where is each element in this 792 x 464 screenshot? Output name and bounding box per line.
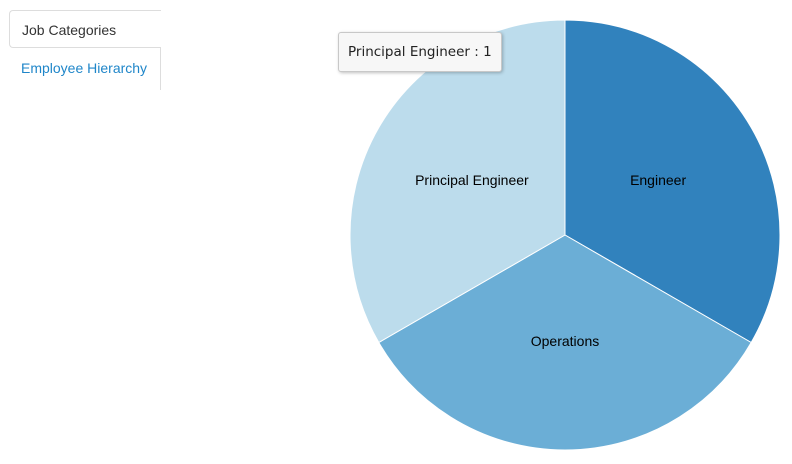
tooltip-value: 1 xyxy=(483,44,492,60)
pie-label-operations: Operations xyxy=(531,333,599,349)
pie-label-engineer: Engineer xyxy=(630,172,686,188)
chart-tooltip: Principal Engineer : 1 xyxy=(338,32,502,72)
tab-divider xyxy=(160,48,161,90)
tab-list: Job Categories Employee Hierarchy xyxy=(9,10,161,88)
tooltip-separator: : xyxy=(469,44,484,60)
tab-job-categories[interactable]: Job Categories xyxy=(9,10,161,48)
pie-slice-engineer[interactable] xyxy=(564,19,781,344)
pie-slice-operations[interactable] xyxy=(378,234,752,451)
tab-employee-hierarchy[interactable]: Employee Hierarchy xyxy=(21,60,148,76)
pie-label-principal-engineer: Principal Engineer xyxy=(415,172,529,188)
tooltip-category: Principal Engineer xyxy=(348,44,470,60)
pie-slice-principal-engineer[interactable] xyxy=(349,19,566,344)
